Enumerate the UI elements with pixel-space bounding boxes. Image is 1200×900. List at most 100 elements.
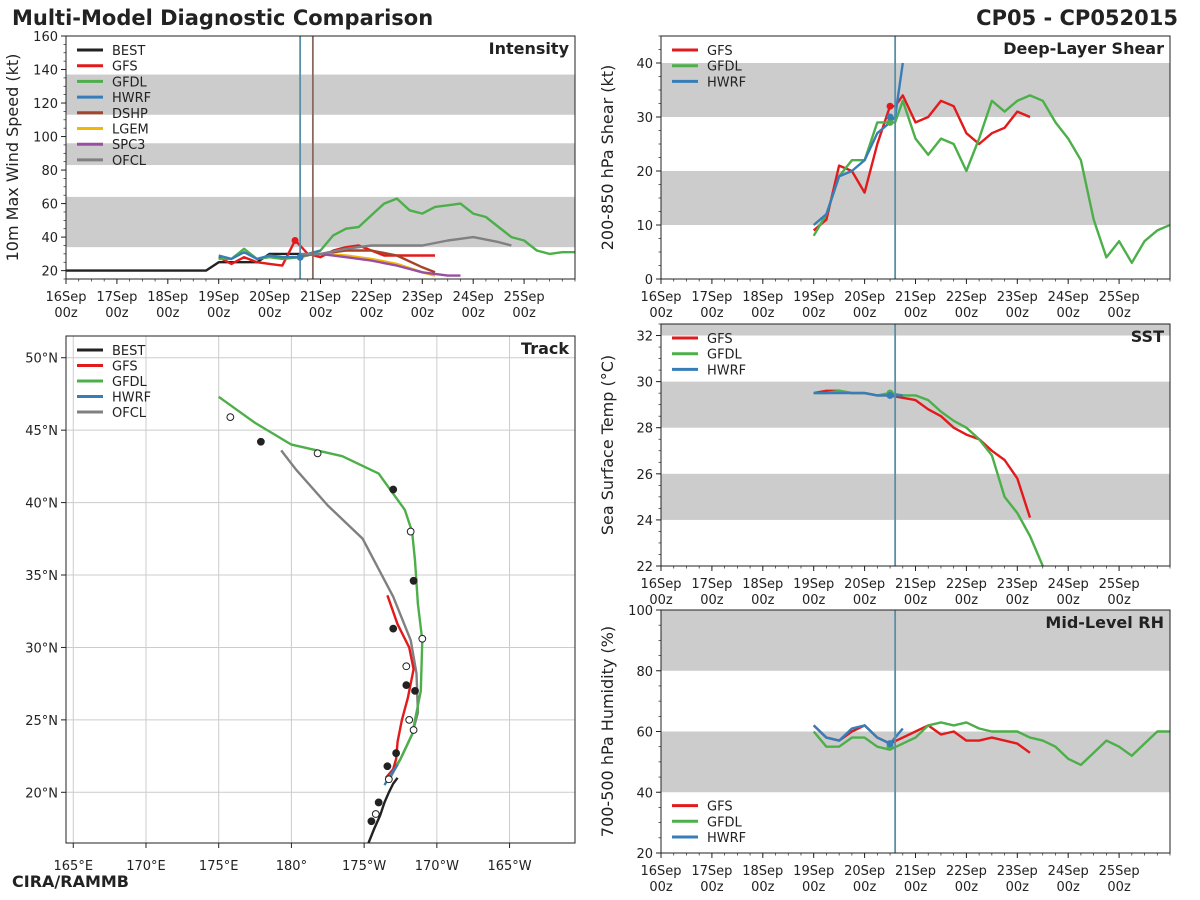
intensity-ylabel: 10m Max Wind Speed (kt) bbox=[3, 54, 22, 262]
shear-series-hwrf bbox=[812, 62, 904, 226]
rh-xtick-label-hour: 00z bbox=[700, 880, 724, 895]
intensity-xtick-label-day: 20Sep bbox=[249, 290, 290, 305]
rh-xtick-label-hour: 00z bbox=[751, 880, 775, 895]
intensity-xtick-label-hour: 00z bbox=[512, 306, 536, 321]
sst-xtick-label-day: 22Sep bbox=[946, 577, 987, 592]
shear-marker-gfdl bbox=[886, 118, 894, 126]
rh-marker-hwrf bbox=[886, 740, 894, 748]
intensity-xtick-label-hour: 00z bbox=[156, 306, 180, 321]
rh-xtick-label-day: 24Sep bbox=[1048, 864, 1089, 879]
rh-ytick-label: 20 bbox=[636, 847, 653, 862]
track-ytick-label: 20°N bbox=[25, 786, 58, 801]
shear-xtick-label-hour: 00z bbox=[955, 306, 979, 321]
sst-ytick-label: 32 bbox=[636, 330, 653, 345]
shear-xtick-label-day: 17Sep bbox=[691, 290, 732, 305]
sst-xtick-label-hour: 00z bbox=[649, 593, 673, 608]
track-position-marker bbox=[409, 726, 418, 734]
shear-ytick-label: 20 bbox=[636, 165, 653, 180]
track-ytick-label: 50°N bbox=[25, 352, 58, 367]
sst-xtick-label-day: 20Sep bbox=[844, 577, 885, 592]
intensity-ytick-label: 60 bbox=[41, 198, 58, 213]
intensity-ytick-label: 140 bbox=[33, 64, 58, 79]
intensity-xtick-label-hour: 00z bbox=[258, 306, 282, 321]
track-position-marker bbox=[402, 681, 411, 690]
track-legend-label-hwrf: HWRF bbox=[112, 391, 151, 406]
shear-xtick-label-hour: 00z bbox=[649, 306, 673, 321]
track-ytick-label: 25°N bbox=[25, 714, 58, 729]
sst-xtick-label-hour: 00z bbox=[751, 593, 775, 608]
rh-xtick-label-day: 16Sep bbox=[640, 864, 681, 879]
sst-legend-label-gfs: GFS bbox=[707, 332, 733, 347]
shear-panel-title: Deep-Layer Shear bbox=[1003, 39, 1164, 58]
intensity-xtick-label-day: 17Sep bbox=[96, 290, 137, 305]
intensity-band bbox=[66, 74, 575, 115]
sst-xtick-label-hour: 00z bbox=[955, 593, 979, 608]
rh-frame bbox=[660, 609, 1171, 854]
intensity-xtick-label-hour: 00z bbox=[360, 306, 384, 321]
track-position-marker bbox=[384, 775, 393, 784]
rh-xtick-label-day: 20Sep bbox=[844, 864, 885, 879]
shear-xtick-label-day: 16Sep bbox=[640, 290, 681, 305]
rh-xtick-label-hour: 00z bbox=[1006, 880, 1030, 895]
intensity-band bbox=[66, 196, 575, 248]
track-position-marker bbox=[405, 715, 414, 724]
track-ytick-label: 35°N bbox=[25, 569, 58, 584]
rh-ylabel: 700-500 hPa Humidity (%) bbox=[598, 626, 617, 837]
intensity-band bbox=[66, 143, 575, 166]
track-legend-label-gfs: GFS bbox=[112, 360, 138, 375]
intensity-legend-label-hwrf: HWRF bbox=[112, 91, 151, 106]
intensity-xtick-label-hour: 00z bbox=[462, 306, 486, 321]
rh-xtick-label-day: 23Sep bbox=[997, 864, 1038, 879]
intensity-xtick-label-day: 25Sep bbox=[504, 290, 545, 305]
rh-band bbox=[661, 731, 1170, 793]
intensity-xtick-label-day: 18Sep bbox=[147, 290, 188, 305]
shear-frame bbox=[660, 35, 1171, 280]
rh-series-gfdl bbox=[812, 721, 1170, 767]
intensity-ytick-label: 80 bbox=[41, 164, 58, 179]
intensity-series-gfdl bbox=[218, 197, 575, 261]
intensity-xtick-label-day: 24Sep bbox=[453, 290, 494, 305]
track-position-marker bbox=[402, 662, 411, 671]
shear-marker-gfs bbox=[886, 102, 894, 110]
rh-ytick-label: 80 bbox=[636, 665, 653, 680]
rh-ytick-label: 40 bbox=[636, 786, 653, 801]
shear-series-gfdl bbox=[812, 94, 1170, 264]
track-position-marker bbox=[389, 485, 398, 494]
track-xtick-label: 170°W bbox=[415, 859, 459, 874]
track-xtick-label: 165°W bbox=[487, 859, 531, 874]
track-ytick-label: 30°N bbox=[25, 641, 58, 656]
intensity-legend-label-dshp: DSHP bbox=[112, 107, 148, 122]
intensity-ytick-label: 100 bbox=[33, 131, 58, 146]
intensity-series-ofcl bbox=[300, 235, 512, 256]
panel-sst: 22242628303216Sep00z17Sep00z18Sep00z19Se… bbox=[598, 323, 1171, 608]
track-position-marker bbox=[374, 798, 383, 807]
rh-xtick-label-hour: 00z bbox=[802, 880, 826, 895]
track-xtick-label: 170°E bbox=[126, 859, 166, 874]
track-position-marker bbox=[371, 810, 380, 818]
rh-band bbox=[661, 610, 1170, 671]
sst-band bbox=[661, 324, 1170, 336]
shear-xtick-label-day: 18Sep bbox=[742, 290, 783, 305]
rh-ytick-label: 60 bbox=[636, 726, 653, 741]
shear-xtick-label-hour: 00z bbox=[853, 306, 877, 321]
shear-ytick-label: 30 bbox=[636, 111, 653, 126]
track-legend-label-ofcl: OFCL bbox=[112, 406, 147, 421]
intensity-ytick-label: 20 bbox=[41, 265, 58, 280]
track-position-marker bbox=[392, 749, 401, 758]
shear-xtick-label-day: 24Sep bbox=[1048, 290, 1089, 305]
track-position-marker bbox=[411, 687, 419, 695]
sst-band bbox=[661, 381, 1170, 428]
intensity-marker-gfs bbox=[291, 236, 299, 244]
storm-id-label: CP05 - CP052015 bbox=[976, 6, 1178, 30]
rh-legend-label-gfdl: GFDL bbox=[707, 815, 743, 830]
track-series-best bbox=[367, 777, 399, 843]
sst-ylabel: Sea Surface Temp (°C) bbox=[598, 355, 617, 535]
track-position-marker bbox=[226, 413, 235, 422]
shear-xtick-label-day: 21Sep bbox=[895, 290, 936, 305]
credit-label: CIRA/RAMMB bbox=[12, 872, 129, 891]
sst-ytick-label: 30 bbox=[636, 376, 653, 391]
track-position-marker bbox=[313, 449, 322, 458]
shear-xtick-label-hour: 00z bbox=[802, 306, 826, 321]
sst-xtick-label-hour: 00z bbox=[1107, 593, 1131, 608]
rh-series-gfs bbox=[812, 724, 1031, 754]
